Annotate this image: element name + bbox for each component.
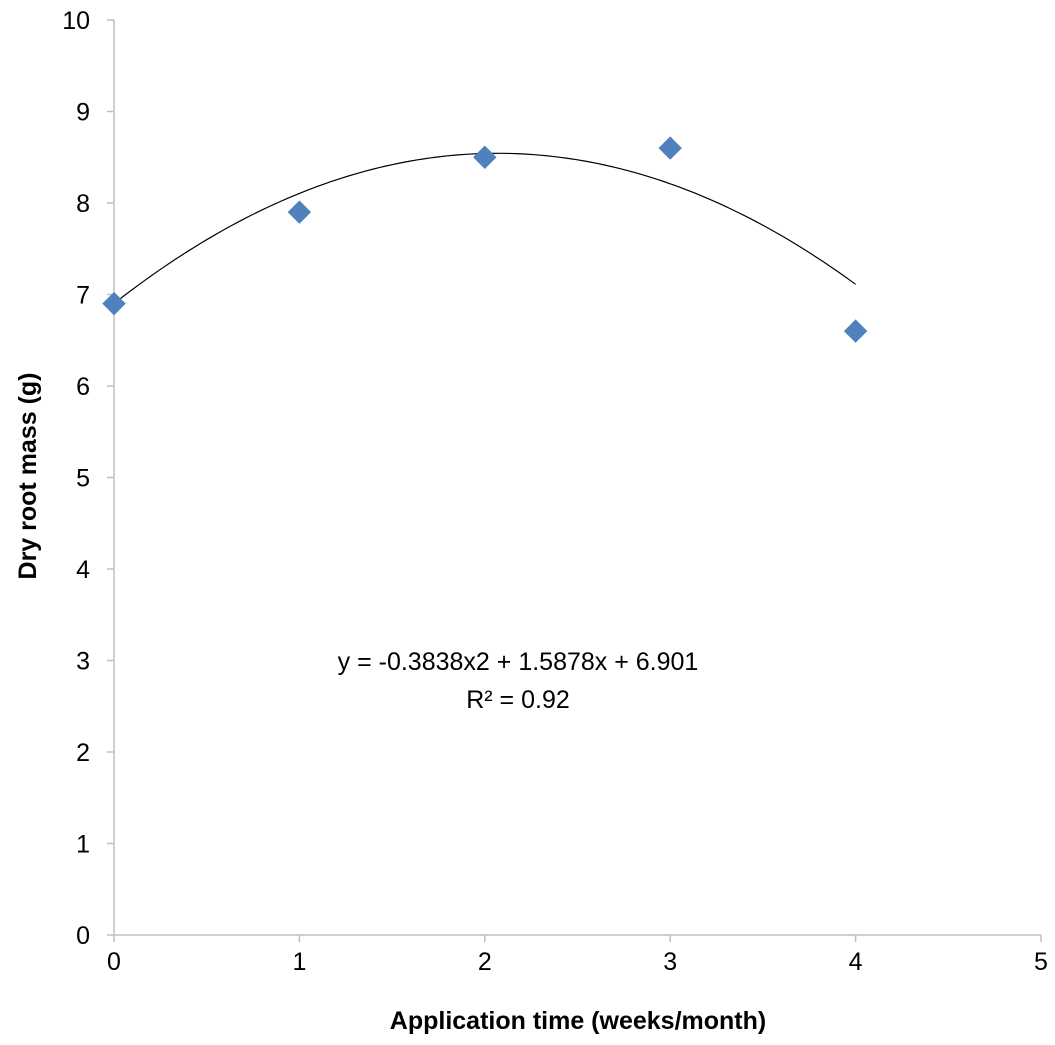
- x-axis-ticks: 0 1 2 3 4 5: [107, 935, 1048, 976]
- trendline-equation-label: y = -0.3838x2 + 1.5878x + 6.901: [338, 648, 699, 676]
- y-tick-label: 7: [76, 282, 90, 310]
- y-tick-label: 3: [76, 648, 90, 676]
- data-point-diamond: [102, 291, 126, 316]
- y-axis-ticks: 0 1 2 3 4 5 6 7 8 9 10: [62, 7, 114, 950]
- x-tick-label: 3: [663, 948, 677, 976]
- data-point-diamond: [843, 319, 868, 343]
- y-tick-label: 1: [76, 831, 90, 859]
- y-tick-label: 2: [76, 739, 90, 767]
- x-tick-label: 5: [1034, 948, 1048, 976]
- data-point-diamond: [473, 145, 497, 169]
- y-tick-label: 8: [76, 190, 90, 218]
- data-point-diamond: [287, 200, 312, 224]
- y-tick-label: 0: [76, 922, 90, 950]
- y-axis-title: Dry root mass (g): [14, 373, 42, 580]
- data-point-diamond: [658, 136, 682, 160]
- y-tick-label: 4: [76, 556, 90, 584]
- x-tick-label: 0: [107, 948, 121, 976]
- x-tick-label: 2: [478, 948, 492, 976]
- y-tick-label: 5: [76, 465, 90, 493]
- data-points: [102, 136, 868, 343]
- trendline: [113, 152, 856, 305]
- y-tick-label: 6: [76, 373, 90, 401]
- r-squared-label: R² = 0.92: [466, 686, 570, 714]
- y-tick-label: 10: [62, 7, 90, 35]
- x-axis-title: Application time (weeks/month): [390, 1007, 766, 1035]
- x-tick-label: 1: [292, 948, 306, 976]
- x-tick-label: 4: [849, 948, 863, 976]
- y-tick-label: 9: [76, 99, 90, 127]
